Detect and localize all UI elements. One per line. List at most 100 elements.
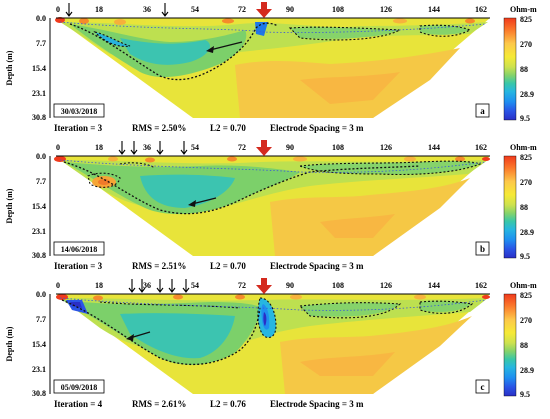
x-tick-a: 108 bbox=[332, 5, 344, 14]
rms-c: RMS = 2.61% bbox=[132, 399, 186, 409]
panel-b: 0 18 36 54 72 90 108 126 144 162 0.0 7.7… bbox=[0, 138, 550, 276]
color-scale-c: Ohm-m 825 270 88 28.9 9.5 bbox=[500, 276, 550, 413]
rms-a: RMS = 2.50% bbox=[132, 123, 186, 133]
red-arrow-b bbox=[256, 140, 272, 156]
scale-tick-c: 28.9 bbox=[520, 366, 534, 375]
y-tick-c: 30.8 bbox=[32, 389, 46, 398]
x-tick-a: 36 bbox=[143, 5, 151, 14]
scale-tick-b: 88 bbox=[520, 203, 528, 212]
red-arrow-icon bbox=[261, 140, 267, 148]
panel-c: 0 18 36 54 72 90 108 126 144 162 0.0 7.7… bbox=[0, 276, 550, 414]
resistivity-section-c bbox=[56, 294, 490, 394]
y-tick-a: 7.7 bbox=[36, 39, 46, 48]
red-arrow-c bbox=[256, 278, 272, 294]
x-axis-b: 0 18 36 54 72 90 108 126 144 162 bbox=[56, 143, 490, 157]
scale-tick-a: 9.5 bbox=[520, 114, 530, 123]
y-axis-label-b: Depth (m) bbox=[5, 188, 14, 223]
x-axis-a: 0 18 36 54 72 90 108 126 144 162 bbox=[56, 5, 490, 19]
y-axis-label-a: Depth (m) bbox=[5, 50, 14, 85]
spacing-a: Electrode Spacing = 3 m bbox=[270, 123, 364, 133]
x-tick-c: 36 bbox=[143, 281, 151, 290]
down-arrow-icon bbox=[118, 141, 126, 155]
down-arrow-icon bbox=[161, 3, 169, 17]
down-arrow-icon bbox=[128, 279, 136, 293]
survey-date-b: 14/06/2018 bbox=[61, 245, 97, 254]
down-arrow-icon bbox=[138, 279, 146, 293]
x-tick-b: 54 bbox=[191, 143, 199, 152]
scale-svg-c: Ohm-m 825 270 88 28.9 9.5 bbox=[503, 281, 537, 399]
panel-b-svg: 0 18 36 54 72 90 108 126 144 162 0.0 7.7… bbox=[5, 140, 490, 271]
red-arrow-icon bbox=[261, 278, 267, 286]
down-arrow-icon bbox=[65, 3, 73, 17]
x-tick-c: 0 bbox=[56, 281, 60, 290]
iteration-a: Iteration = 3 bbox=[54, 123, 103, 133]
iteration-b: Iteration = 3 bbox=[54, 261, 103, 271]
black-arrows-c bbox=[128, 279, 190, 293]
x-axis-c: 0 18 36 54 72 90 108 126 144 162 bbox=[56, 281, 490, 295]
scale-tick-a: 88 bbox=[520, 65, 528, 74]
x-tick-a: 144 bbox=[428, 5, 440, 14]
iteration-c: Iteration = 4 bbox=[54, 399, 103, 409]
x-tick-a: 126 bbox=[380, 5, 392, 14]
x-tick-c: 108 bbox=[332, 281, 344, 290]
scale-tick-c: 270 bbox=[520, 316, 532, 325]
down-arrow-icon bbox=[130, 141, 138, 155]
survey-date-c: 05/09/2018 bbox=[61, 383, 97, 392]
rms-b: RMS = 2.51% bbox=[132, 261, 186, 271]
y-tick-b: 7.7 bbox=[36, 177, 46, 186]
l2-a: L2 = 0.70 bbox=[210, 123, 246, 133]
resistivity-section-a bbox=[55, 17, 490, 118]
x-tick-b: 162 bbox=[475, 143, 487, 152]
y-tick-c: 23.1 bbox=[32, 365, 46, 374]
y-tick-a: 23.1 bbox=[32, 89, 46, 98]
y-tick-b: 23.1 bbox=[32, 227, 46, 236]
color-scale-a: Ohm-m 825 270 88 28.9 9.5 bbox=[500, 0, 550, 138]
footer-b: Iteration = 3 RMS = 2.51% L2 = 0.70 Elec… bbox=[54, 261, 364, 271]
scale-tick-a: 825 bbox=[520, 15, 532, 24]
spacing-b: Electrode Spacing = 3 m bbox=[270, 261, 364, 271]
resistivity-section-b bbox=[54, 156, 490, 256]
panel-c-svg: 0 18 36 54 72 90 108 126 144 162 0.0 7.7… bbox=[5, 278, 490, 409]
x-tick-b: 18 bbox=[95, 143, 103, 152]
y-tick-a: 15.4 bbox=[32, 64, 46, 73]
spacing-c: Electrode Spacing = 3 m bbox=[270, 399, 364, 409]
y-tick-c: 15.4 bbox=[32, 340, 46, 349]
scale-tick-b: 28.9 bbox=[520, 228, 534, 237]
panel-a: 0 18 36 54 72 90 108 126 144 162 0.0 7.7… bbox=[0, 0, 550, 138]
x-tick-c: 90 bbox=[286, 281, 294, 290]
y-axis-label-c: Depth (m) bbox=[5, 326, 14, 361]
x-tick-c: 72 bbox=[238, 281, 246, 290]
y-tick-a: 0.0 bbox=[36, 14, 46, 23]
y-tick-c: 0.0 bbox=[36, 290, 46, 299]
y-tick-b: 0.0 bbox=[36, 152, 46, 161]
scale-title-b: Ohm-m bbox=[510, 143, 537, 152]
red-arrow-a bbox=[256, 2, 272, 18]
x-tick-a: 72 bbox=[238, 5, 246, 14]
y-tick-b: 15.4 bbox=[32, 202, 46, 211]
y-axis-c: 0.0 7.7 15.4 23.1 30.8 Depth (m) bbox=[5, 290, 51, 398]
y-tick-a: 30.8 bbox=[32, 113, 46, 122]
black-arrows-b bbox=[118, 141, 188, 155]
scale-tick-c: 9.5 bbox=[520, 390, 530, 399]
footer-a: Iteration = 3 RMS = 2.50% L2 = 0.70 Elec… bbox=[54, 123, 364, 133]
x-tick-b: 36 bbox=[143, 143, 151, 152]
scale-tick-c: 88 bbox=[520, 341, 528, 350]
x-tick-b: 126 bbox=[380, 143, 392, 152]
x-tick-b: 144 bbox=[428, 143, 440, 152]
x-tick-b: 90 bbox=[286, 143, 294, 152]
scale-svg-b: Ohm-m 825 270 88 28.9 9.5 bbox=[503, 143, 537, 261]
down-arrow-icon bbox=[156, 141, 164, 155]
y-tick-c: 7.7 bbox=[36, 315, 46, 324]
l2-b: L2 = 0.70 bbox=[210, 261, 246, 271]
panel-letter-a: a bbox=[480, 106, 485, 116]
scale-svg-a: Ohm-m 825 270 88 28.9 9.5 bbox=[503, 5, 537, 123]
x-tick-a: 54 bbox=[191, 5, 199, 14]
x-tick-a: 162 bbox=[475, 5, 487, 14]
x-tick-a: 0 bbox=[56, 5, 60, 14]
footer-c: Iteration = 4 RMS = 2.61% L2 = 0.76 Elec… bbox=[54, 399, 364, 409]
x-tick-c: 126 bbox=[380, 281, 392, 290]
scale-tick-c: 825 bbox=[520, 291, 532, 300]
down-arrow-icon bbox=[182, 279, 190, 293]
scale-tick-a: 28.9 bbox=[520, 90, 534, 99]
scale-tick-a: 270 bbox=[520, 40, 532, 49]
